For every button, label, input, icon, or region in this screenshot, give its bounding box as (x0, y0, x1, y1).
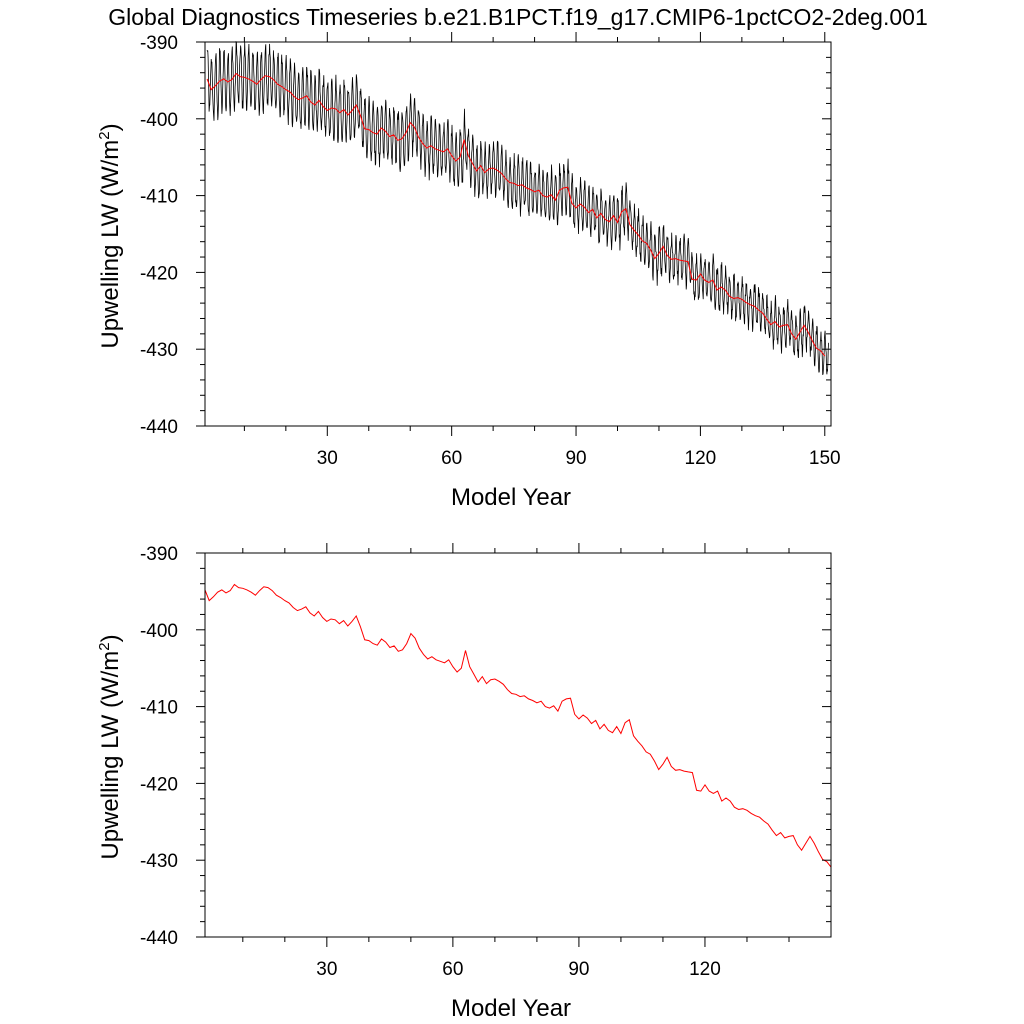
bottom-panel: -390 -400 -410 -420 -430 -440 30 60 90 120 Model… (96, 543, 832, 1022)
top-y-axis-label: Upwelling LW (W/m2) (96, 123, 124, 348)
bottom-y-axis-label: Upwelling LW (W/m2) (96, 634, 124, 859)
top-x-tick-label: 60 (441, 448, 462, 469)
bottom-annual-series (204, 583, 832, 868)
bottom-y-tick-label: -430 (140, 851, 178, 872)
bottom-y-ticks: -390 -400 -410 -420 -430 -440 (140, 544, 831, 949)
bottom-y-tick-label: -440 (140, 928, 178, 949)
bottom-x-ticks: 30 60 90 120 (242, 543, 790, 980)
figure-title: Global Diagnostics Timeseries b.e21.B1PC… (108, 4, 928, 30)
bottom-plot-frame (204, 552, 832, 938)
top-panel: -390 -400 -410 -420 -430 -440 30 60 90 120 150 Mo… (96, 32, 841, 511)
bottom-x-tick-label: 60 (442, 959, 463, 980)
top-x-axis-label: Model Year (451, 484, 571, 511)
top-y-tick-label: -430 (140, 340, 178, 361)
bottom-x-tick-label: 90 (568, 959, 589, 980)
bottom-annual-line (204, 583, 832, 868)
bottom-y-tick-label: -420 (140, 774, 178, 795)
top-annual-line (206, 72, 826, 357)
top-x-tick-label: 150 (809, 448, 841, 469)
bottom-x-axis-label: Model Year (451, 995, 571, 1022)
bottom-y-tick-label: -410 (140, 698, 178, 719)
top-x-tick-label: 90 (565, 448, 586, 469)
top-y-tick-label: -400 (140, 110, 178, 131)
top-monthly-line (206, 40, 829, 376)
top-y-tick-label: -440 (140, 417, 178, 438)
bottom-y-tick-label: -390 (140, 544, 178, 565)
top-x-tick-label: 120 (685, 448, 717, 469)
top-x-tick-label: 30 (317, 448, 338, 469)
top-y-tick-label: -420 (140, 263, 178, 284)
top-y-ticks: -390 -400 -410 -420 -430 -440 (140, 33, 831, 438)
top-annual-series (206, 72, 826, 357)
bottom-x-tick-label: 120 (689, 959, 721, 980)
top-monthly-series (206, 40, 829, 376)
top-y-tick-label: -410 (140, 187, 178, 208)
top-x-ticks: 30 60 90 120 150 (243, 32, 841, 469)
top-y-tick-label: -390 (140, 33, 178, 54)
bottom-y-tick-label: -400 (140, 621, 178, 642)
bottom-x-tick-label: 30 (316, 959, 337, 980)
top-plot-frame (204, 41, 832, 427)
